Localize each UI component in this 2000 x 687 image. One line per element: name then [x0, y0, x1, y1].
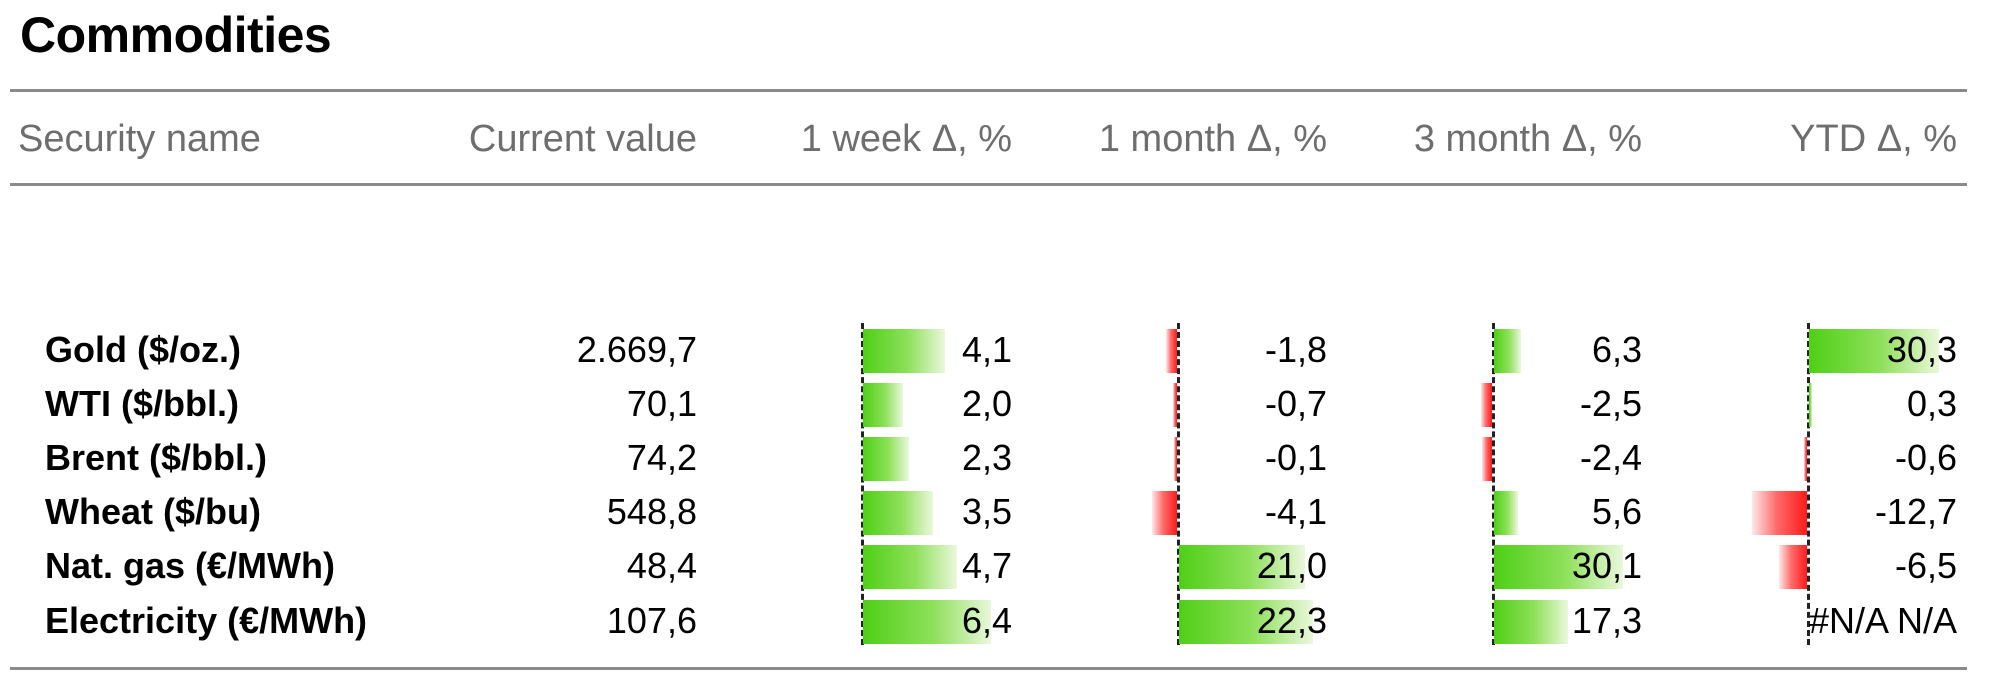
- change-value-ytd: -0,6: [1894, 437, 1957, 478]
- change-value-m1: -4,1: [1264, 491, 1327, 532]
- change-bar-m1: [1174, 437, 1177, 481]
- current-value: 548,8: [606, 491, 697, 532]
- change-bar-m1: [1166, 329, 1177, 373]
- change-bar-ytd: [1804, 437, 1807, 481]
- change-value-w1: 2,3: [961, 437, 1012, 478]
- change-value-w1: 3,5: [961, 491, 1012, 532]
- change-value-m1: -0,7: [1264, 383, 1327, 424]
- page-title: Commodities: [20, 7, 332, 63]
- change-value-m3: 30,1: [1571, 545, 1642, 586]
- change-bar-ytd: [1809, 329, 1940, 373]
- change-value-ytd: #N/A N/A: [1808, 600, 1957, 641]
- top-rule: [10, 89, 1967, 92]
- change-bar-w1: [863, 437, 909, 481]
- change-bar-w1: [863, 545, 957, 589]
- axis-ytd: [1807, 323, 1810, 645]
- current-value: 2.669,7: [576, 329, 697, 370]
- change-bar-m3: [1481, 383, 1492, 427]
- change-value-ytd: 30,3: [1886, 329, 1957, 370]
- change-bar-m3: [1481, 437, 1492, 481]
- change-value-m1: 22,3: [1256, 600, 1327, 641]
- change-bar-w1: [863, 383, 903, 427]
- axis-1-week: [861, 323, 864, 645]
- axis-3-month: [1492, 323, 1495, 645]
- security-name: Nat. gas (€/MWh): [45, 545, 336, 586]
- change-value-w1: 6,4: [961, 600, 1012, 641]
- table-row: Nat. gas (€/MWh) 48,4 4,7 21,0 30,1 -6,5: [0, 539, 2000, 593]
- change-bar-w1: [863, 329, 945, 373]
- change-bar-ytd: [1752, 491, 1807, 535]
- change-value-m1: 21,0: [1256, 545, 1327, 586]
- change-bar-ytd: [1809, 383, 1812, 427]
- change-value-m3: -2,5: [1579, 383, 1642, 424]
- change-bar-m1: [1152, 491, 1177, 535]
- current-value: 48,4: [626, 545, 697, 586]
- change-value-m3: 17,3: [1571, 600, 1642, 641]
- col-header-current-value: Current value: [468, 118, 697, 160]
- current-value: 74,2: [626, 437, 697, 478]
- col-header-1-week: 1 week Δ, %: [800, 118, 1012, 160]
- change-value-m1: -1,8: [1264, 329, 1327, 370]
- security-name: Electricity (€/MWh): [45, 600, 368, 641]
- change-value-ytd: -6,5: [1894, 545, 1957, 586]
- change-bar-w1: [863, 600, 991, 644]
- col-header-security-name: Security name: [18, 118, 261, 160]
- change-value-m3: -2,4: [1579, 437, 1642, 478]
- change-value-w1: 4,7: [961, 545, 1012, 586]
- change-bar-m3: [1494, 600, 1569, 644]
- change-value-ytd: 0,3: [1906, 383, 1957, 424]
- current-value: 107,6: [606, 600, 697, 641]
- change-bar-m1: [1172, 383, 1177, 427]
- change-value-ytd: -12,7: [1874, 491, 1957, 532]
- col-header-3-month: 3 month Δ, %: [1413, 118, 1642, 160]
- axis-1-month: [1177, 323, 1180, 645]
- security-name: Gold ($/oz.): [45, 329, 241, 370]
- security-name: WTI ($/bbl.): [45, 383, 239, 424]
- change-bar-m3: [1494, 329, 1522, 373]
- header-rule: [10, 183, 1967, 186]
- table-row: Wheat ($/bu) 548,8 3,5 -4,1 5,6 -12,7: [0, 485, 2000, 539]
- change-bar-m1: [1179, 545, 1305, 589]
- security-name: Brent ($/bbl.): [45, 437, 267, 478]
- change-value-m3: 5,6: [1591, 491, 1642, 532]
- change-bar-w1: [863, 491, 933, 535]
- table-row: Gold ($/oz.) 2.669,7 4,1 -1,8 6,3 30,3: [0, 323, 2000, 377]
- change-value-m1: -0,1: [1264, 437, 1327, 478]
- col-header-ytd: YTD Δ, %: [1790, 118, 1957, 160]
- change-bar-m3: [1494, 491, 1519, 535]
- security-name: Wheat ($/bu): [45, 491, 261, 532]
- change-value-m3: 6,3: [1591, 329, 1642, 370]
- table-row: Electricity (€/MWh) 107,6 6,4 22,3 17,3 #N/A …: [0, 594, 2000, 648]
- change-value-w1: 4,1: [961, 329, 1012, 370]
- change-bar-m1: [1179, 600, 1313, 644]
- bottom-rule: [10, 667, 1967, 670]
- change-value-w1: 2,0: [961, 383, 1012, 424]
- current-value: 70,1: [626, 383, 697, 424]
- table-row: Brent ($/bbl.) 74,2 2,3 -0,1 -2,4 -0,6: [0, 431, 2000, 485]
- table-row: WTI ($/bbl.) 70,1 2,0 -0,7 -2,5 0,3: [0, 377, 2000, 431]
- change-bar-m3: [1494, 545, 1624, 589]
- col-header-1-month: 1 month Δ, %: [1098, 118, 1327, 160]
- change-bar-ytd: [1779, 545, 1807, 589]
